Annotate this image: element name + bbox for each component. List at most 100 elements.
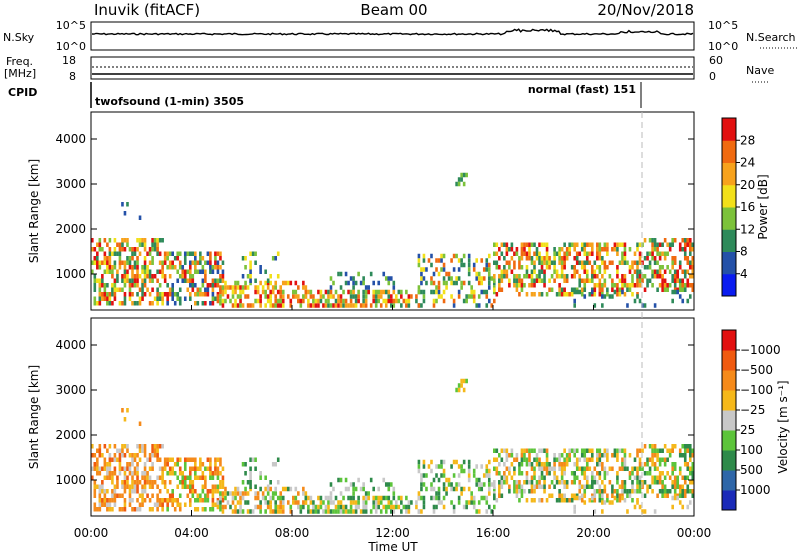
velocity-cell <box>261 495 265 501</box>
velocity-cell <box>214 502 217 507</box>
freq-right-tick-bottom: 0 <box>709 70 716 83</box>
velocity-cell <box>548 484 551 489</box>
velocity-cell <box>221 484 225 489</box>
velocity-cell <box>503 462 506 467</box>
power-cell <box>327 289 330 295</box>
velocity-cell <box>643 480 647 485</box>
velocity-cell <box>196 493 200 498</box>
velocity-cell <box>671 466 674 471</box>
power-cell <box>440 267 443 272</box>
power-cell <box>487 298 491 304</box>
velocity-cell <box>364 509 368 514</box>
velocity-cell <box>118 457 122 462</box>
power-cell <box>314 303 318 308</box>
power-cell <box>108 296 112 301</box>
power-cell <box>560 256 564 261</box>
velocity-cell <box>646 457 649 462</box>
power-cell <box>510 242 514 247</box>
power-cell <box>405 289 408 295</box>
velocity-cell <box>646 489 649 494</box>
power-cell <box>568 251 571 256</box>
power-cell <box>691 274 695 279</box>
power-cell <box>141 265 144 270</box>
velocity-cell <box>181 475 185 480</box>
power-cell <box>168 274 172 279</box>
velocity-cell <box>206 457 210 462</box>
velocity-cell <box>372 504 375 510</box>
power-cell <box>508 247 511 252</box>
velocity-cell <box>176 484 180 489</box>
power-cell <box>596 283 599 288</box>
velocity-cell <box>153 448 157 453</box>
velocity-cell <box>457 482 461 487</box>
power-cell <box>239 303 242 308</box>
velocity-cell <box>457 464 461 469</box>
power-cell <box>646 256 649 261</box>
power-cell <box>354 280 358 286</box>
power-cell <box>638 260 642 265</box>
velocity-cell <box>590 484 594 489</box>
velocity-cell <box>621 457 624 462</box>
power-cell <box>653 242 657 247</box>
power-cell <box>299 298 303 304</box>
power-cell <box>352 276 355 281</box>
velocity-cell <box>583 457 587 462</box>
power-cell <box>596 265 599 270</box>
velocity-cell <box>495 466 499 471</box>
power-cell <box>558 287 561 292</box>
power-cell <box>191 278 195 283</box>
velocity-cell <box>307 504 310 510</box>
velocity-cell <box>498 453 501 458</box>
velocity-cell <box>397 495 401 501</box>
velocity-cell <box>651 457 654 462</box>
power-cell <box>565 251 569 256</box>
velocity-cell <box>367 495 370 501</box>
power-cell <box>648 278 652 283</box>
velocity-cell <box>156 484 159 489</box>
power-cell <box>621 256 624 261</box>
power-cell <box>420 289 423 295</box>
power-cell <box>106 283 109 288</box>
velocity-cell <box>628 493 632 498</box>
power-cell <box>676 269 680 274</box>
velocity-cell <box>281 504 285 510</box>
power-cell <box>96 301 99 306</box>
power-cell <box>487 262 491 268</box>
power-cell <box>329 289 333 295</box>
power-cell <box>678 278 682 283</box>
power-cell <box>266 294 270 299</box>
power-cell <box>259 294 262 299</box>
power-cell <box>199 287 202 292</box>
velocity-cell <box>515 484 519 489</box>
power-cell <box>648 265 652 270</box>
power-cell <box>515 283 519 288</box>
velocity-cell <box>578 484 582 489</box>
velocity-cell <box>209 489 212 494</box>
power-cell <box>364 289 368 295</box>
velocity-cell <box>616 448 619 453</box>
power-cell <box>271 256 275 261</box>
power-cell <box>691 256 695 261</box>
power-cell <box>671 260 674 265</box>
velocity-cell <box>171 502 174 507</box>
power-cell <box>616 269 619 274</box>
velocity-cell <box>493 448 496 453</box>
power-cell <box>352 289 355 295</box>
power-cell <box>183 269 187 274</box>
velocity-cell <box>498 462 501 467</box>
power-cell <box>661 265 664 270</box>
velocity-cell <box>691 471 695 476</box>
power-cell <box>520 283 524 288</box>
power-cell <box>221 292 225 297</box>
velocity-cell <box>611 489 614 494</box>
velocity-cell <box>91 444 94 449</box>
velocity-cell <box>204 466 207 471</box>
power-cell <box>146 251 149 256</box>
velocity-cell <box>673 480 677 485</box>
power-cell <box>437 280 441 286</box>
power-cell <box>148 260 152 265</box>
power-cell <box>229 298 232 304</box>
velocity-cell <box>259 500 262 505</box>
velocity-cell <box>384 482 388 487</box>
velocity-cell <box>553 462 556 467</box>
